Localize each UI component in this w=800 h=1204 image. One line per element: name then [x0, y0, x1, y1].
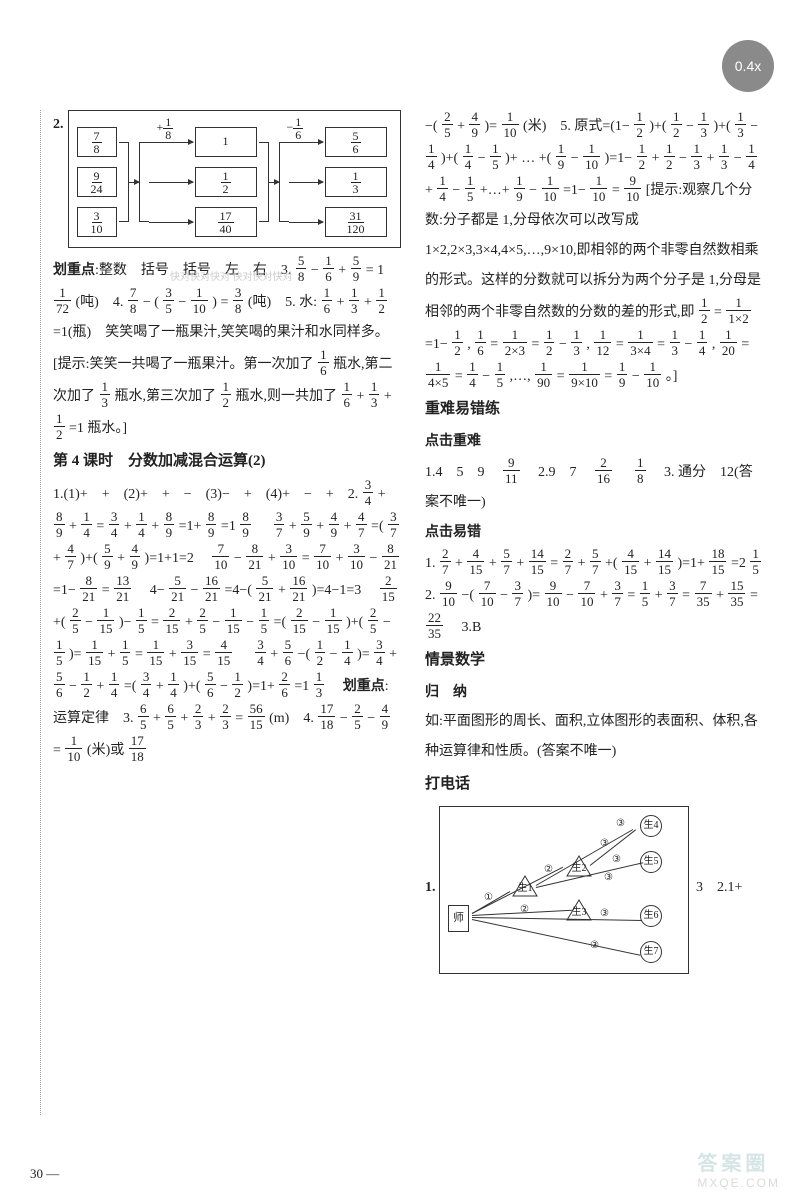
tree-circ-4: 生4 [640, 815, 662, 837]
q2-right-3: 31120 [325, 207, 387, 237]
col2-text-a: −( 25 + 49 )= 110 (米) 5. 原式=(1− 12 )+( 1… [425, 110, 765, 392]
edge-label: ③ [612, 849, 621, 871]
tree-prefix: 1. [425, 880, 436, 895]
tree-circ-5: 生5 [640, 851, 662, 873]
tree-circ-7: 生7 [640, 941, 662, 963]
heading-guina: 归 纳 [425, 678, 765, 707]
heading-qjsx: 情景数学 [425, 643, 765, 678]
q2-minus-label: −16 [287, 115, 304, 141]
edge-label: ③ [600, 903, 609, 925]
col2-djyc: 1. 27 + 415 + 57 + 1415 = 27 + 57 +( 415… [425, 547, 765, 643]
tree-tri-1: 生1 [512, 875, 538, 897]
content-columns: 2. +18 −16 78 924 310 1 12 1 [40, 110, 765, 1115]
q2-right-2: 13 [325, 167, 387, 197]
q2-mid-3: 1740 [195, 207, 257, 237]
edge-label: ③ [590, 935, 599, 957]
watermark-brand: 答案圈 MXQE.COM [697, 1147, 780, 1190]
column-left: 2. +18 −16 78 924 310 1 12 1 [53, 110, 401, 1115]
q2-mid-1: 1 [195, 127, 257, 157]
q2-left-2: 924 [77, 167, 117, 197]
q2-left-1: 78 [77, 127, 117, 157]
tree-diagram: 师 生1 生2 生3 生4 生5 生6 生7 [439, 806, 689, 974]
tree-suffix: 3 2.1+ [693, 880, 743, 895]
section4-title: 第 4 课时 分数加减混合运算(2) [53, 444, 401, 479]
q2-left-3: 310 [77, 207, 117, 237]
edge-label: ③ [600, 833, 609, 855]
col1-text-b: 1.(1)+ + (2)+ + − (3)− + (4)+ − + 2. 34 … [53, 478, 401, 766]
q2-plus-label: +18 [157, 115, 174, 141]
page: 0.4x 2. +18 −16 78 924 310 [0, 0, 800, 1204]
q2-right-1: 56 [325, 127, 387, 157]
watermark-small: 快对快对快对 快对快对快对 [170, 272, 293, 284]
edge-label: ③ [604, 867, 613, 889]
col2-znyc: 1.4 5 9 911 2.9 7 216 18 3. 通分 12(答案不唯一) [425, 456, 765, 518]
edge-label: ③ [616, 813, 625, 835]
edge-label: ② [520, 899, 529, 921]
heading-ddh: 打电话 [425, 767, 765, 802]
edge-label: ② [544, 859, 553, 881]
page-number: 30 — [30, 1166, 59, 1182]
col2-guina: 如:平面图形的周长、面积,立体图形的表面积、体积,各种运算律和性质。(答案不唯一… [425, 707, 765, 767]
q2-number: 2. [53, 110, 64, 140]
edge-label: ① [484, 887, 493, 909]
tree-row: 1. 师 生1 生2 生3 生4 生5 生6 生7 [425, 802, 765, 974]
zoom-badge[interactable]: 0.4x [722, 40, 774, 92]
q2-diagram: +18 −16 78 924 310 1 12 1740 56 13 [68, 110, 402, 248]
heading-djzn: 点击重难 [425, 427, 765, 456]
heading-znyc: 重难易错练 [425, 392, 765, 427]
tree-root: 师 [448, 905, 469, 933]
q2-mid-2: 12 [195, 167, 257, 197]
column-right: −( 25 + 49 )= 110 (米) 5. 原式=(1− 12 )+( 1… [419, 110, 765, 1115]
heading-djyc: 点击易错 [425, 518, 765, 547]
tree-circ-6: 生6 [640, 905, 662, 927]
